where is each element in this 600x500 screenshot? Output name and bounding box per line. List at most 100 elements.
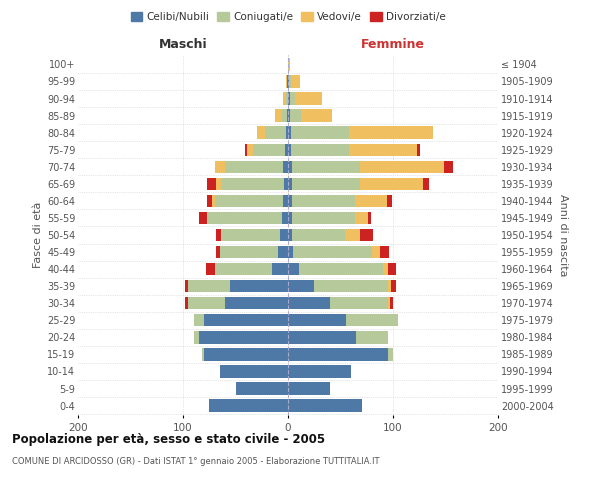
Bar	[391, 280, 396, 292]
Bar	[288, 92, 290, 104]
Bar	[288, 382, 330, 394]
Bar	[290, 92, 295, 104]
Bar	[288, 348, 388, 360]
Bar	[188, 297, 225, 310]
Bar	[330, 297, 388, 310]
Bar	[349, 144, 417, 156]
Y-axis label: Fasce di età: Fasce di età	[32, 202, 43, 268]
Bar	[286, 126, 288, 139]
Bar	[257, 126, 265, 139]
Bar	[282, 212, 288, 224]
Bar	[225, 160, 283, 173]
Bar	[288, 144, 291, 156]
Bar	[284, 178, 288, 190]
Bar	[368, 212, 371, 224]
Bar	[291, 144, 349, 156]
Bar	[193, 314, 204, 326]
Bar	[265, 126, 286, 139]
Bar	[193, 331, 199, 344]
Bar	[288, 297, 330, 310]
Bar	[288, 229, 292, 241]
Bar	[355, 212, 368, 224]
Bar	[288, 400, 361, 412]
Bar	[361, 178, 424, 190]
Bar	[253, 144, 285, 156]
Bar	[292, 229, 344, 241]
Bar	[288, 110, 290, 122]
Bar	[188, 280, 230, 292]
Bar	[230, 280, 288, 292]
Bar	[388, 297, 390, 310]
Bar	[212, 194, 215, 207]
Bar	[287, 110, 288, 122]
Bar	[215, 263, 272, 276]
Bar	[199, 212, 207, 224]
Bar	[277, 246, 288, 258]
Bar	[380, 246, 389, 258]
Bar	[288, 246, 293, 258]
Bar	[288, 314, 346, 326]
Bar	[361, 160, 445, 173]
Bar	[202, 348, 204, 360]
Text: COMUNE DI ARCIDOSSO (GR) - Dati ISTAT 1° gennaio 2005 - Elaborazione TUTTITALIA.: COMUNE DI ARCIDOSSO (GR) - Dati ISTAT 1°…	[12, 458, 380, 466]
Bar	[215, 178, 221, 190]
Bar	[289, 76, 291, 88]
Bar	[295, 92, 322, 104]
Bar	[204, 348, 288, 360]
Bar	[356, 331, 388, 344]
Bar	[275, 110, 282, 122]
Bar	[346, 314, 398, 326]
Bar	[299, 263, 383, 276]
Bar	[221, 178, 284, 190]
Bar	[283, 160, 288, 173]
Bar	[207, 194, 212, 207]
Bar	[286, 92, 288, 104]
Bar	[283, 92, 286, 104]
Bar	[280, 229, 288, 241]
Bar	[185, 297, 188, 310]
Bar	[207, 178, 215, 190]
Bar	[288, 212, 292, 224]
Bar	[424, 178, 429, 190]
Bar	[291, 76, 299, 88]
Bar	[215, 194, 283, 207]
Text: Maschi: Maschi	[158, 38, 208, 51]
Bar	[314, 280, 388, 292]
Bar	[387, 194, 392, 207]
Bar	[291, 126, 349, 139]
Bar	[292, 160, 361, 173]
Bar	[235, 382, 288, 394]
Legend: Celibi/Nubili, Coniugati/e, Vedovi/e, Divorziati/e: Celibi/Nubili, Coniugati/e, Vedovi/e, Di…	[127, 8, 449, 26]
Bar	[247, 144, 253, 156]
Bar	[390, 297, 393, 310]
Bar	[204, 314, 288, 326]
Bar	[388, 263, 396, 276]
Bar	[185, 280, 188, 292]
Bar	[287, 76, 288, 88]
Text: Popolazione per età, sesso e stato civile - 2005: Popolazione per età, sesso e stato civil…	[12, 432, 325, 446]
Bar	[288, 194, 292, 207]
Text: Femmine: Femmine	[361, 38, 425, 51]
Bar	[288, 280, 314, 292]
Bar	[288, 160, 292, 173]
Bar	[355, 194, 387, 207]
Bar	[388, 280, 391, 292]
Bar	[286, 76, 287, 88]
Bar	[290, 110, 301, 122]
Bar	[288, 178, 292, 190]
Bar	[288, 58, 290, 70]
Bar	[292, 194, 355, 207]
Bar	[292, 178, 361, 190]
Bar	[288, 366, 351, 378]
Bar	[206, 263, 215, 276]
Bar	[215, 246, 220, 258]
Bar	[283, 194, 288, 207]
Bar	[388, 348, 393, 360]
Bar	[288, 263, 299, 276]
Bar	[285, 144, 288, 156]
Bar	[221, 229, 222, 241]
Bar	[383, 263, 388, 276]
Bar	[345, 229, 361, 241]
Bar	[417, 144, 420, 156]
Bar	[288, 76, 289, 88]
